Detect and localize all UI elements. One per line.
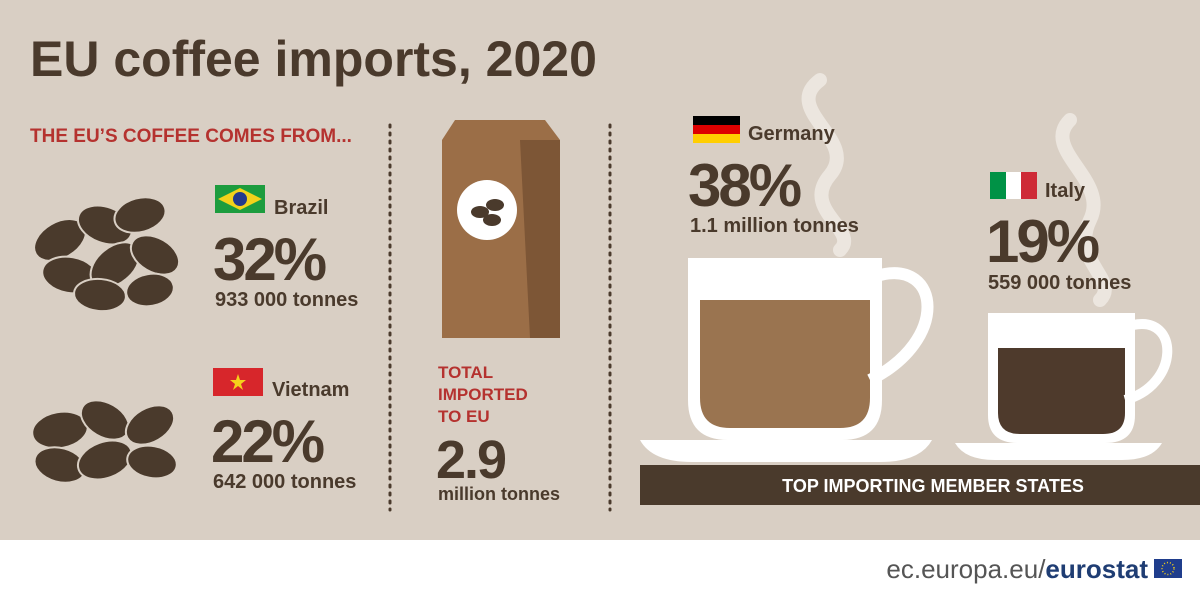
share-value: 22% [211, 408, 324, 475]
total-label: TOTAL [438, 363, 493, 382]
share-value: 32% [213, 226, 326, 293]
eu-flag [1154, 559, 1182, 578]
tonnes-value: 559 000 tonnes [988, 272, 1131, 294]
flag-germany [693, 125, 740, 134]
saucer [955, 443, 1162, 460]
bag-bean [471, 206, 489, 218]
coffee-beans [31, 196, 181, 484]
share-value: 38% [688, 152, 801, 219]
total-unit: million tonnes [438, 484, 560, 504]
tonnes-value: 642 000 tonnes [213, 471, 356, 493]
flag-germany [693, 134, 740, 143]
flag-italy [1006, 172, 1021, 199]
cup-handle [867, 267, 934, 386]
title: EU coffee imports, 2020 [30, 31, 597, 87]
footer-link[interactable]: ec.europa.eu/eurostat [886, 554, 1148, 584]
footer-brand: eurostat [1045, 554, 1148, 584]
bag-bean [486, 199, 504, 211]
flag-italy [1021, 172, 1037, 199]
steam [801, 73, 852, 257]
total-label: IMPORTED [438, 385, 528, 404]
sources-heading: THE EU’S COFFEE COMES FROM... [30, 126, 352, 147]
total-label: TO EU [438, 407, 490, 426]
tonnes-value: 933 000 tonnes [215, 289, 358, 311]
flag-brazil [233, 192, 247, 206]
footer-site: ec.europa.eu/ [886, 554, 1046, 584]
saucer [640, 440, 932, 462]
flag-italy [990, 172, 1006, 199]
coffee-bag [520, 140, 560, 338]
footer-bar [0, 540, 1200, 596]
caption-bar [640, 465, 1200, 505]
total-value: 2.9 [436, 430, 506, 490]
country-label: Germany [748, 123, 836, 145]
coffee [998, 348, 1125, 434]
tonnes-value: 1.1 million tonnes [690, 215, 859, 237]
country-label: Vietnam [272, 379, 349, 401]
caption: TOP IMPORTING MEMBER STATES [782, 476, 1084, 496]
coffee [700, 300, 870, 428]
bag-bean [483, 214, 501, 226]
country-label: Italy [1045, 180, 1086, 202]
eu-flag [1161, 561, 1175, 576]
flag-vietnam [230, 374, 246, 390]
cup-handle [1123, 319, 1173, 405]
flag-germany [693, 116, 740, 125]
country-label: Brazil [274, 197, 328, 219]
steam [1055, 113, 1112, 307]
share-value: 19% [986, 208, 1099, 275]
